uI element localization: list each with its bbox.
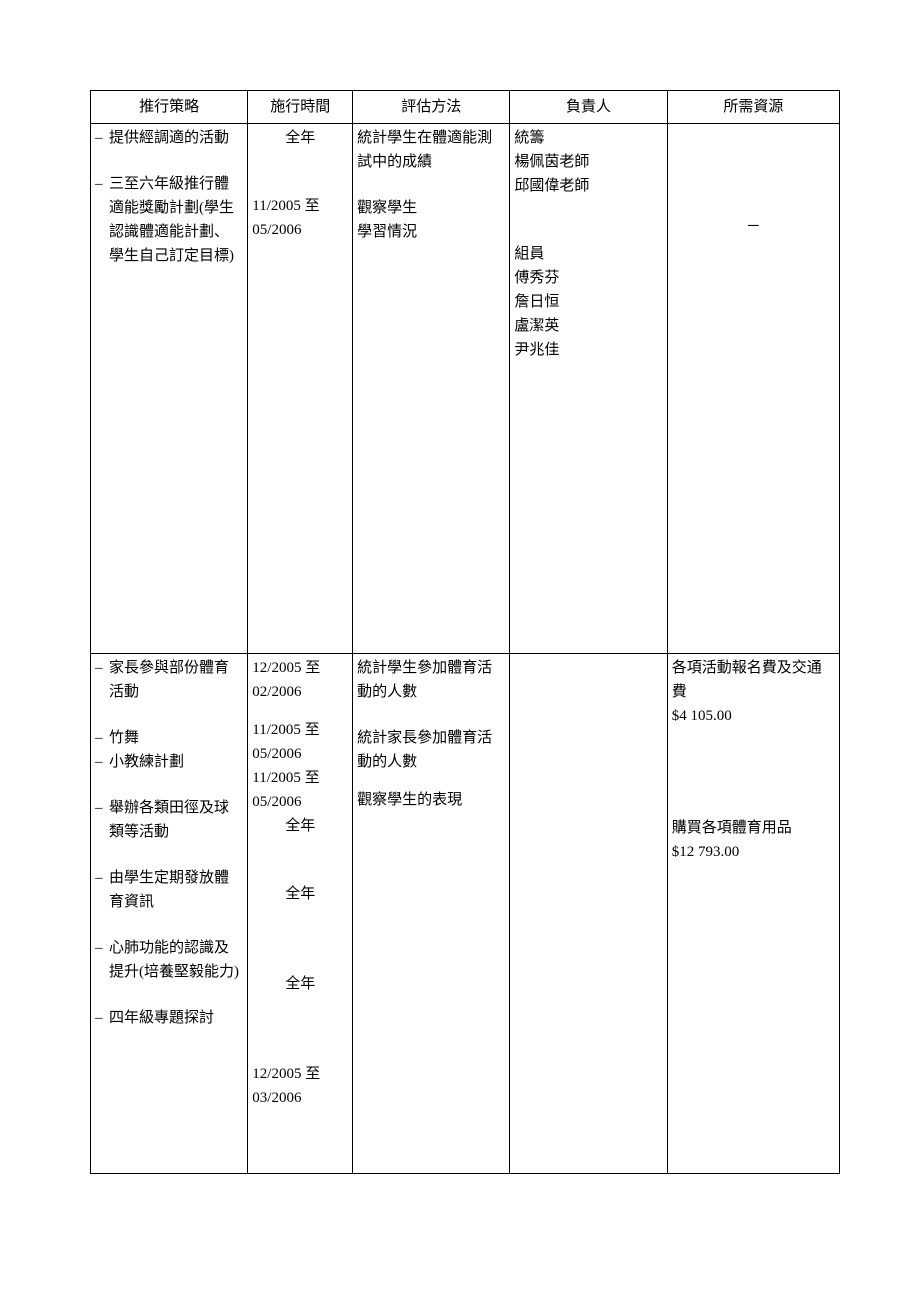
strategy-text: 小教練計劃 <box>109 750 243 774</box>
cell-eval-1: 統計學生在體適能測試中的成績 觀察學生 學習情況 <box>353 124 510 654</box>
time-text: 11/2005 至 05/2006 <box>252 194 348 242</box>
eval-text: 觀察學生 <box>357 196 505 220</box>
table-row: – 家長參與部份體育活動 – 竹舞 – 小教練計劃 – 舉辦各類田徑及球類等活動 <box>91 654 840 1174</box>
header-resource: 所需資源 <box>667 91 839 124</box>
strategy-text: 竹舞 <box>109 726 243 750</box>
bullet-icon: – <box>95 172 109 196</box>
time-text: 全年 <box>252 972 348 996</box>
resource-text: ─ <box>672 214 835 238</box>
eval-text: 學習情況 <box>357 220 505 244</box>
bullet-icon: – <box>95 796 109 820</box>
time-text: 全年 <box>252 814 348 838</box>
header-eval: 評估方法 <box>353 91 510 124</box>
header-person: 負責人 <box>510 91 667 124</box>
bullet-icon: – <box>95 936 109 960</box>
header-strategy: 推行策略 <box>91 91 248 124</box>
person-text: 邱國偉老師 <box>514 174 662 198</box>
bullet-icon: – <box>95 866 109 890</box>
cell-person-1: 統籌 楊佩茵老師 邱國偉老師 組員 傅秀芬 詹日恒 盧潔英 尹兆佳 <box>510 124 667 654</box>
person-text: 組員 <box>514 242 662 266</box>
resource-text: 各項活動報名費及交通費 <box>672 656 835 704</box>
table-row: – 提供經調適的活動 – 三至六年級推行體適能獎勵計劃(學生認識體適能計劃、 學… <box>91 124 840 654</box>
person-text: 楊佩茵老師 <box>514 150 662 174</box>
cell-resource-1: ─ <box>667 124 839 654</box>
person-text: 詹日恒 <box>514 290 662 314</box>
strategy-text: 家長參與部份體育活動 <box>109 656 243 704</box>
time-text: 12/2005 至 02/2006 <box>252 656 348 704</box>
eval-text: 統計學生在體適能測試中的成績 <box>357 126 505 174</box>
cell-eval-2: 統計學生參加體育活動的人數 統計家長參加體育活動的人數 觀察學生的表現 <box>353 654 510 1174</box>
eval-text: 統計學生參加體育活動的人數 <box>357 656 505 704</box>
person-text: 統籌 <box>514 126 662 150</box>
time-text: 全年 <box>252 126 348 150</box>
cell-time-1: 全年 11/2005 至 05/2006 <box>248 124 353 654</box>
header-time: 施行時間 <box>248 91 353 124</box>
strategy-text: 四年級專題探討 <box>109 1006 243 1030</box>
bullet-icon: – <box>95 750 109 774</box>
person-text: 盧潔英 <box>514 314 662 338</box>
bullet-icon: – <box>95 1006 109 1030</box>
cell-time-2: 12/2005 至 02/2006 11/2005 至 05/2006 11/2… <box>248 654 353 1174</box>
cell-resource-2: 各項活動報名費及交通費 $4 105.00 購買各項體育用品 $12 793.0… <box>667 654 839 1174</box>
strategy-text: 心肺功能的認識及提升(培養堅毅能力) <box>109 936 243 984</box>
resource-text: $4 105.00 <box>672 704 835 728</box>
resource-text: 購買各項體育用品 <box>672 816 835 840</box>
person-text: 傅秀芬 <box>514 266 662 290</box>
table-header-row: 推行策略 施行時間 評估方法 負責人 所需資源 <box>91 91 840 124</box>
bullet-icon: – <box>95 726 109 750</box>
strategy-text: 提供經調適的活動 <box>109 126 243 150</box>
strategy-text: 由學生定期發放體育資訊 <box>109 866 243 914</box>
bullet-icon: – <box>95 656 109 680</box>
time-text: 11/2005 至 05/2006 <box>252 766 348 814</box>
cell-strategy-1: – 提供經調適的活動 – 三至六年級推行體適能獎勵計劃(學生認識體適能計劃、 學… <box>91 124 248 654</box>
eval-text: 統計家長參加體育活動的人數 <box>357 726 505 774</box>
strategy-text: 舉辦各類田徑及球類等活動 <box>109 796 243 844</box>
time-text: 全年 <box>252 882 348 906</box>
person-text: 尹兆佳 <box>514 338 662 362</box>
eval-text: 觀察學生的表現 <box>357 788 505 812</box>
resource-text: $12 793.00 <box>672 840 835 864</box>
plan-table: 推行策略 施行時間 評估方法 負責人 所需資源 – 提供經調適的活動 – 三至六… <box>90 90 840 1174</box>
cell-person-2 <box>510 654 667 1174</box>
time-text: 11/2005 至 05/2006 <box>252 718 348 766</box>
cell-strategy-2: – 家長參與部份體育活動 – 竹舞 – 小教練計劃 – 舉辦各類田徑及球類等活動 <box>91 654 248 1174</box>
time-text: 12/2005 至 03/2006 <box>252 1062 348 1110</box>
strategy-text: 三至六年級推行體適能獎勵計劃(學生認識體適能計劃、 學生自己訂定目標) <box>109 172 243 268</box>
bullet-icon: – <box>95 126 109 150</box>
